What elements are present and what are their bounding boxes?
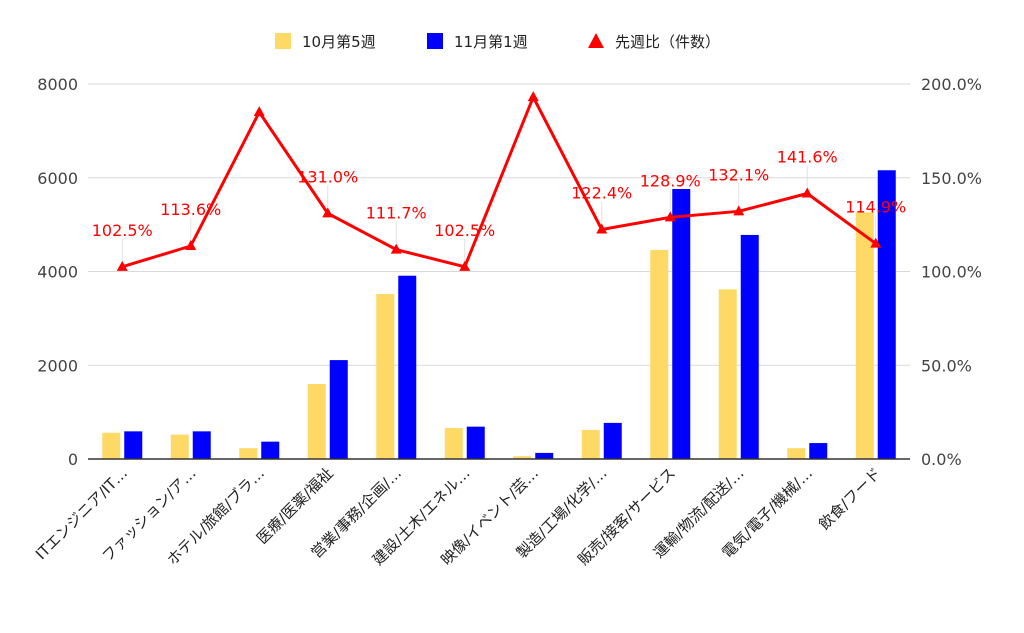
legend-label: 11月第1週 [454,33,528,51]
bar-series-1 [787,448,806,459]
ratio-data-label: 102.5% [434,221,495,240]
y-left-tick-label: 4000 [37,263,78,282]
ratio-point [527,91,539,102]
bar-series-1 [170,434,189,459]
y-right-tick-label: 50.0% [921,356,972,375]
bar-series-2 [603,422,622,459]
bar-series-2 [124,431,143,459]
bar-series-1 [718,289,737,459]
legend-swatch [588,33,604,48]
bar-series-1 [855,212,874,459]
ratio-point [596,223,608,234]
ratio-data-label: 111.7% [366,204,427,223]
y-axis-left: 0 2000 4000 6000 8000 [37,75,78,469]
bar-series-2 [877,170,896,459]
legend: 10月第5週 11月第1週 先週比（件数） [275,33,720,51]
ratio-data-label: 131.0% [297,167,358,186]
bar-series-1 [444,428,463,459]
x-axis-categories: ITエンジニア/IT…ファッション/ア…ホテル/旅館/ブラ…医療/医薬/福祉営業… [32,464,885,569]
y-right-tick-label: 0.0% [921,450,962,469]
bar-series-1 [239,448,258,459]
bar-series-2 [192,431,211,459]
ratio-line [121,95,877,269]
y-right-tick-label: 200.0% [921,75,982,94]
ratio-point [116,260,128,271]
bar-series-1 [307,384,326,459]
bar-series-1 [581,429,600,459]
ratio-data-label: 132.1% [708,165,769,184]
ratio-point [733,205,745,216]
y-right-tick-label: 100.0% [921,263,982,282]
y-left-tick-label: 0 [68,450,78,469]
bar-series-2 [261,441,280,459]
ratio-point [664,211,676,222]
ratio-point [459,260,471,271]
bar-series [102,170,896,459]
ratio-point [801,187,813,198]
gridlines [88,83,910,366]
ratio-data-label: 114.9% [845,198,906,217]
y-axis-right: 0.0% 50.0% 100.0% 150.0% 200.0% [921,75,982,469]
bar-series-2 [809,443,828,459]
ratio-data-label: 128.9% [640,171,701,190]
ratio-point [185,240,197,250]
bar-series-2 [466,426,485,459]
ratio-data-label: 122.4% [571,184,632,203]
ratio-point [322,207,334,218]
bar-series-2 [329,360,348,459]
y-left-tick-label: 6000 [37,169,78,188]
legend-swatch [275,33,291,49]
bar-series-2 [740,234,759,459]
legend-swatch [427,33,443,49]
legend-label: 10月第5週 [302,33,376,51]
bar-series-2 [672,189,691,459]
bar-series-1 [650,249,669,459]
ratio-data-label: 113.6% [160,200,221,219]
bar-series-1 [513,456,532,459]
category-label: 飲食/フード [815,464,884,533]
ratio-data-label: 102.5% [92,221,153,240]
bar-series-1 [102,432,121,459]
y-left-tick-label: 8000 [37,75,78,94]
bar-series-2 [398,275,417,459]
ratio-line-series: 102.5% 113.6% 131.0% 111.7% 102.5% 122.4% 128.… [92,91,906,271]
bar-series-2 [535,452,554,459]
y-left-tick-label: 2000 [37,356,78,375]
bar-series-1 [376,294,395,459]
ratio-point [390,243,402,254]
legend-label: 先週比（件数） [615,33,720,51]
ratio-data-label: 141.6% [777,148,838,167]
ratio-point [870,237,882,248]
ratio-point [253,106,265,117]
y-right-tick-label: 150.0% [921,169,982,188]
